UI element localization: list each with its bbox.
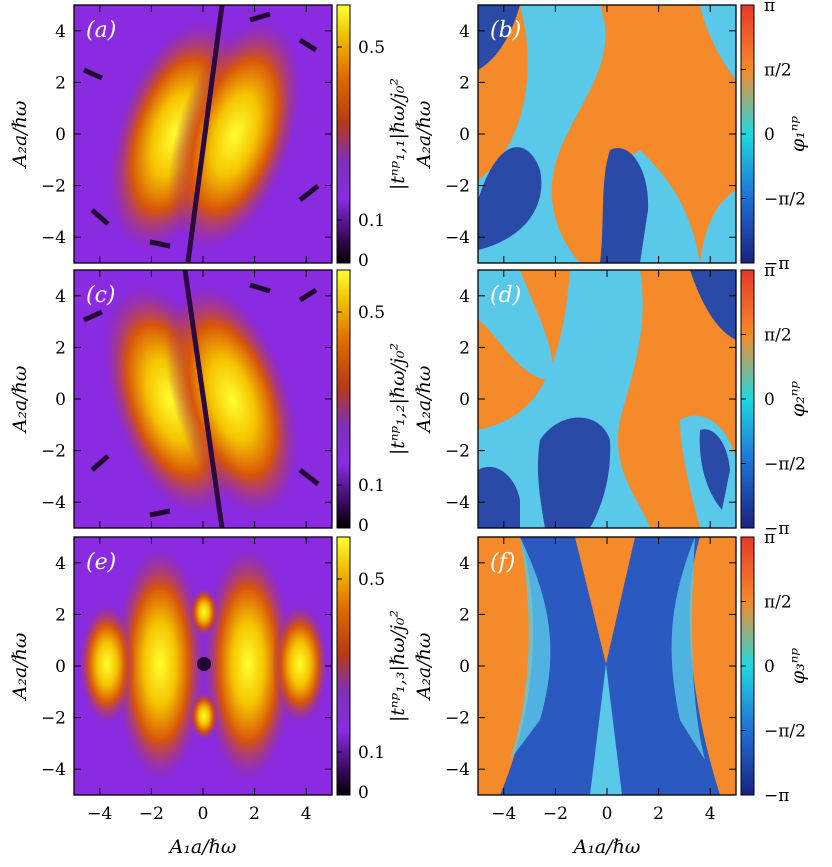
- ticks-layer: −4 −2 0 2 4 0.5 0.1 0 −4 −2 0 2 4 π π/2 0 −π/2 −π −4 −2 0 2 4 0…: [41, 0, 806, 824]
- colorbar-tick-label: 0.5: [358, 570, 385, 590]
- y-tick-label: 4: [459, 287, 470, 307]
- colorbar-tick-label: 0: [764, 125, 775, 145]
- x-tick-label: 2: [249, 804, 260, 824]
- colorbar-tick-label: 0: [358, 516, 369, 536]
- y-tick-label: −2: [445, 442, 470, 462]
- colorbar-tick-label: 0.1: [358, 476, 385, 496]
- y-axis-label: A₂a/ℏω: [413, 633, 435, 702]
- y-tick-label: −4: [445, 228, 470, 248]
- panel-label: (f): [490, 550, 515, 575]
- y-tick-label: −2: [445, 709, 470, 729]
- panel-e: [73, 536, 333, 796]
- colorbar-label: φ₃ⁿᵖ: [787, 647, 809, 684]
- x-tick-label: −4: [87, 804, 112, 824]
- x-axis-label: A₁a/ℏω: [572, 836, 641, 858]
- panel-c: [73, 269, 333, 529]
- y-tick-label: 2: [55, 338, 66, 358]
- y-tick-label: −2: [445, 177, 470, 197]
- y-tick-label: 4: [55, 554, 66, 574]
- y-tick-label: 0: [55, 390, 66, 410]
- x-tick-label: −2: [139, 804, 164, 824]
- colorbar-label: |tⁿᵖ₁,₃|ℏω/j₀²: [387, 610, 409, 722]
- x-tick-label: 4: [301, 804, 312, 824]
- panel-label: (d): [490, 283, 521, 308]
- y-tick-label: 2: [459, 73, 470, 93]
- colorbar-tick-label: −π: [764, 786, 789, 806]
- panel-label: (e): [86, 550, 116, 575]
- y-tick-label: −2: [41, 177, 66, 197]
- y-tick-label: 4: [55, 287, 66, 307]
- colorbar-tick-label: 0.5: [358, 38, 385, 58]
- y-tick-label: 0: [55, 657, 66, 677]
- colorbar-tick-label: 0.1: [358, 743, 385, 763]
- colorbar-a: [336, 4, 351, 264]
- colorbar-c: [336, 269, 351, 529]
- colorbar-tick-label: π/2: [764, 61, 792, 81]
- panel-a: [73, 4, 333, 264]
- colorbar-label: φ₂ⁿᵖ: [787, 380, 809, 417]
- x-tick-label: −2: [543, 804, 568, 824]
- y-tick-label: 4: [459, 22, 470, 42]
- y-tick-label: −4: [445, 493, 470, 513]
- colorbar-tick-label: 0.5: [358, 303, 385, 323]
- y-axis-label: A₂a/ℏω: [413, 366, 435, 435]
- colorbar-tick-label: 0: [764, 390, 775, 410]
- x-tick-label: 4: [705, 804, 716, 824]
- y-tick-label: 0: [459, 657, 470, 677]
- y-tick-label: 4: [459, 554, 470, 574]
- x-axis-label: A₁a/ℏω: [168, 836, 237, 858]
- colorbar-tick-label: π/2: [764, 326, 792, 346]
- y-axis-label: A₂a/ℏω: [9, 366, 31, 435]
- colorbar-tick-label: π/2: [764, 593, 792, 613]
- y-tick-label: 0: [459, 390, 470, 410]
- colorbar-label: φ₁ⁿᵖ: [787, 115, 809, 152]
- y-axis-label: A₂a/ℏω: [413, 101, 435, 170]
- x-tick-label: −4: [491, 804, 516, 824]
- colorbar-label: |tⁿᵖ₁,₁|ℏω/j₀²: [387, 78, 409, 190]
- panel-f: [477, 536, 737, 796]
- colorbar-label: |tⁿᵖ₁,₂|ℏω/j₀²: [387, 343, 409, 455]
- panel-label: (b): [490, 18, 521, 43]
- colorbar-tick-label: 0.1: [358, 211, 385, 231]
- y-tick-label: 4: [55, 22, 66, 42]
- y-tick-label: 2: [459, 605, 470, 625]
- x-tick-label: 0: [198, 804, 209, 824]
- colorbar-tick-label: π: [764, 528, 775, 548]
- y-tick-label: 0: [459, 125, 470, 145]
- colorbar-tick-label: 0: [764, 657, 775, 677]
- colorbar-e: [336, 536, 351, 796]
- y-tick-label: 2: [55, 73, 66, 93]
- y-tick-label: −4: [41, 760, 66, 780]
- y-tick-label: −4: [41, 493, 66, 513]
- panel-b: [477, 4, 737, 264]
- colorbar-tick-label: −π/2: [764, 190, 806, 210]
- x-tick-label: 0: [602, 804, 613, 824]
- panel-label: (c): [86, 283, 116, 308]
- colorbar-tick-label: −π: [764, 254, 789, 274]
- colorbar-tick-label: π: [764, 0, 775, 16]
- colorbar-tick-label: π: [764, 261, 775, 281]
- colorbar-tick-label: 0: [358, 783, 369, 803]
- panel-d: [477, 269, 737, 529]
- colorbar-tick-label: −π/2: [764, 455, 806, 475]
- y-axis-label: A₂a/ℏω: [9, 633, 31, 702]
- y-tick-label: 2: [459, 338, 470, 358]
- y-tick-label: 0: [55, 125, 66, 145]
- y-axis-label: A₂a/ℏω: [9, 101, 31, 170]
- y-tick-label: −4: [445, 760, 470, 780]
- x-tick-label: 2: [653, 804, 664, 824]
- y-tick-label: −2: [41, 709, 66, 729]
- y-tick-label: −2: [41, 442, 66, 462]
- y-tick-label: −4: [41, 228, 66, 248]
- labels-layer: (a)A₂a/ℏω |tⁿᵖ₁,₁|ℏω/j₀²(b)A₂a/ℏω φ₁ⁿᵖ(c)A…: [9, 18, 809, 858]
- colorbar-tick-label: 0: [358, 251, 369, 271]
- colorbar-tick-label: −π: [764, 519, 789, 539]
- panel-label: (a): [86, 18, 116, 43]
- y-tick-label: 2: [55, 605, 66, 625]
- colorbar-tick-label: −π/2: [764, 722, 806, 742]
